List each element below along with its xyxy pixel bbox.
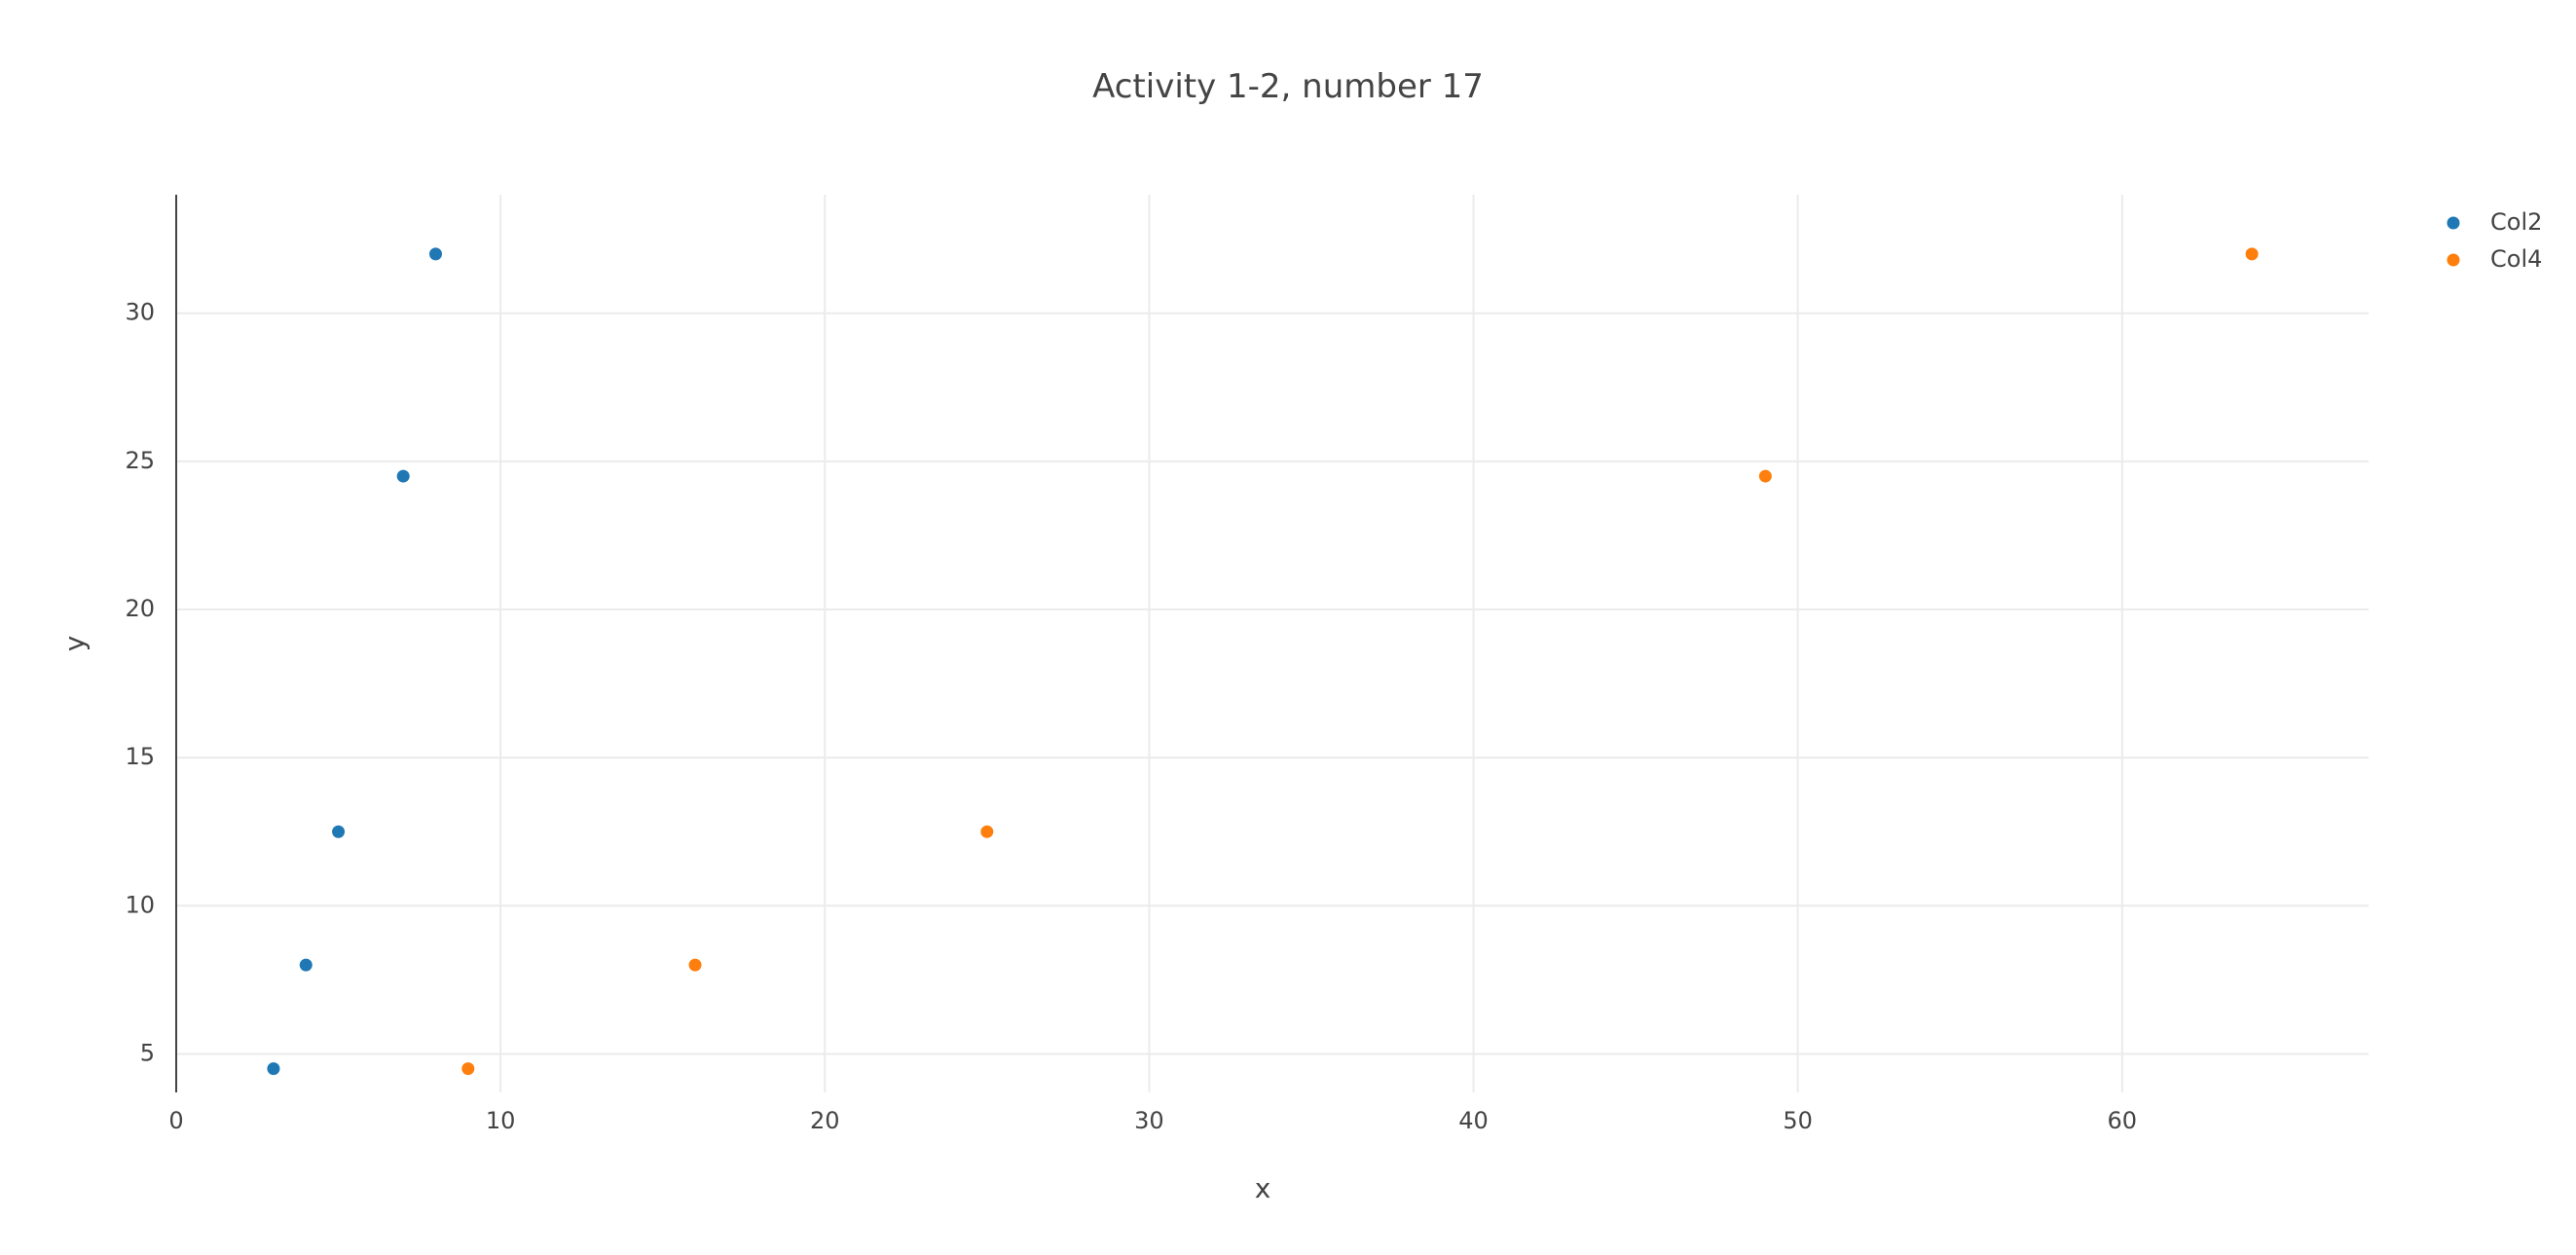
legend-label: Col4	[2490, 245, 2542, 273]
x-tick-label: 0	[168, 1107, 183, 1134]
x-tick-label: 20	[810, 1107, 840, 1134]
y-tick-label: 25	[125, 447, 155, 474]
data-point[interactable]	[429, 247, 442, 260]
data-point[interactable]	[980, 826, 993, 838]
data-point[interactable]	[1759, 470, 1772, 483]
y-tick-label: 10	[125, 891, 155, 918]
y-tick-label: 5	[140, 1039, 155, 1066]
x-tick-label: 60	[2108, 1107, 2138, 1134]
data-point[interactable]	[461, 1062, 474, 1075]
legend-label: Col2	[2490, 208, 2542, 236]
data-point[interactable]	[267, 1062, 279, 1075]
legend-marker	[2447, 217, 2460, 230]
y-tick-label: 30	[125, 299, 155, 326]
x-tick-label: 40	[1458, 1107, 1489, 1134]
data-point[interactable]	[300, 959, 313, 972]
x-tick-label: 30	[1134, 1107, 1164, 1134]
data-point[interactable]	[332, 826, 345, 838]
legend-marker	[2447, 254, 2460, 267]
y-axis-title: y	[58, 636, 91, 652]
y-tick-label: 15	[125, 743, 155, 770]
x-axis-title: x	[1255, 1172, 1271, 1204]
x-tick-label: 10	[486, 1107, 516, 1134]
data-point[interactable]	[689, 959, 702, 972]
data-point[interactable]	[2246, 247, 2259, 260]
data-point[interactable]	[397, 470, 410, 483]
x-tick-label: 50	[1783, 1107, 1813, 1134]
chart-title: Activity 1-2, number 17	[1092, 67, 1484, 106]
y-tick-label: 20	[125, 595, 155, 622]
